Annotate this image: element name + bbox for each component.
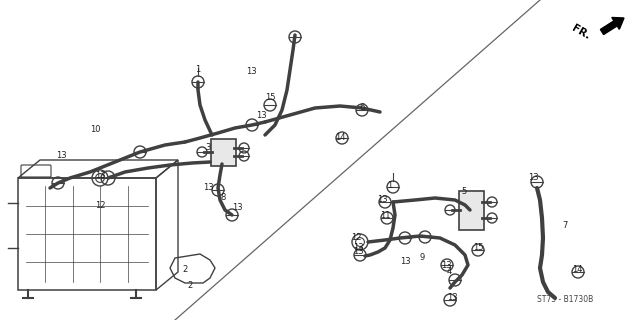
Text: 13: 13 [203,183,213,193]
Text: 15: 15 [265,92,275,101]
Text: 4: 4 [447,268,452,276]
Text: 13: 13 [246,68,256,76]
Text: 14: 14 [335,132,345,141]
Bar [18,178,156,290]
Text: 14: 14 [572,266,582,275]
Text: 13: 13 [376,196,387,204]
Text: 2: 2 [187,281,192,290]
Text: 13: 13 [399,258,410,267]
Text: 11: 11 [380,211,390,220]
Text: 13: 13 [55,150,66,159]
Text: 1: 1 [387,180,392,189]
Text: ST73 - B1730B: ST73 - B1730B [537,295,593,305]
Text: 13: 13 [353,247,363,257]
Text: 12: 12 [95,201,105,210]
Text: 13: 13 [232,204,242,212]
FancyBboxPatch shape [210,139,236,165]
Text: 13: 13 [95,171,105,180]
Text: 5: 5 [461,188,467,196]
Text: FR.: FR. [570,23,592,41]
Text: 13: 13 [447,293,457,302]
Text: 1: 1 [196,66,201,75]
Text: 7: 7 [562,220,568,229]
Text: 8: 8 [220,194,225,203]
Text: 15: 15 [473,244,483,252]
FancyArrow shape [601,18,624,35]
Text: 12: 12 [351,234,361,243]
Text: 13: 13 [353,244,363,252]
Text: 9: 9 [419,253,425,262]
Text: 13: 13 [255,110,266,119]
FancyBboxPatch shape [459,190,483,229]
Text: 2: 2 [182,266,188,275]
Text: 13: 13 [441,260,451,269]
Text: 13: 13 [527,173,538,182]
Text: 6: 6 [359,103,365,113]
Text: 10: 10 [90,125,100,134]
Text: 3: 3 [205,143,211,153]
